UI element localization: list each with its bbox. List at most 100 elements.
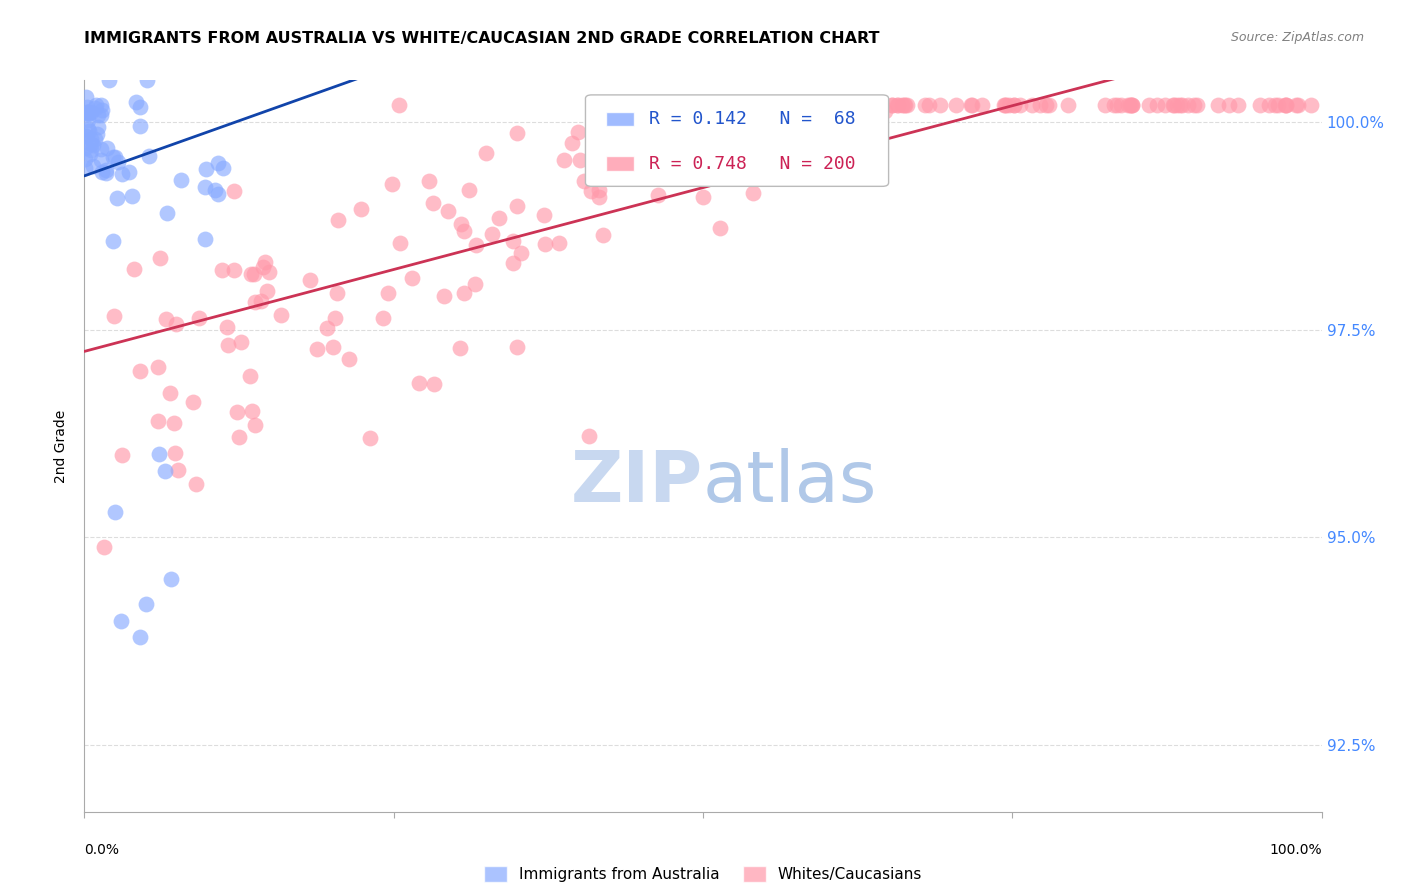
Point	[254, 254, 277, 268]
Text: atlas: atlas	[703, 448, 877, 517]
Point	[138, 149, 160, 163]
Point	[1264, 98, 1286, 112]
Point	[880, 98, 903, 112]
Point	[211, 161, 233, 175]
Point	[768, 98, 790, 112]
Point	[75, 153, 97, 167]
Point	[76, 104, 98, 119]
Text: 0.0%: 0.0%	[84, 843, 120, 857]
Point	[75, 128, 97, 143]
Text: Source: ZipAtlas.com: Source: ZipAtlas.com	[1230, 31, 1364, 45]
Point	[249, 294, 271, 309]
Point	[848, 98, 870, 112]
Point	[217, 319, 239, 334]
Point	[437, 204, 460, 219]
Point	[125, 95, 148, 109]
Point	[1107, 98, 1129, 112]
Point	[756, 130, 779, 145]
Point	[465, 238, 488, 252]
Point	[481, 227, 503, 241]
Text: IMMIGRANTS FROM AUSTRALIA VS WHITE/CAUCASIAN 2ND GRADE CORRELATION CHART: IMMIGRANTS FROM AUSTRALIA VS WHITE/CAUCA…	[84, 31, 880, 46]
Point	[90, 165, 112, 179]
Point	[1267, 98, 1289, 112]
Point	[995, 98, 1018, 112]
Point	[561, 136, 583, 150]
Point	[77, 112, 100, 127]
Point	[1286, 98, 1309, 112]
Point	[1226, 98, 1249, 112]
Point	[422, 195, 444, 210]
Point	[86, 127, 108, 141]
Point	[464, 277, 486, 292]
Point	[882, 98, 904, 112]
Point	[534, 236, 557, 251]
Point	[773, 98, 796, 112]
Point	[506, 126, 529, 140]
Point	[252, 260, 274, 275]
Point	[686, 99, 709, 113]
Point	[159, 386, 181, 401]
Point	[886, 98, 908, 112]
FancyBboxPatch shape	[606, 112, 634, 127]
Point	[77, 105, 100, 120]
Point	[103, 309, 125, 323]
Point	[377, 286, 399, 301]
Point	[101, 150, 124, 164]
Point	[259, 265, 281, 279]
Y-axis label: 2nd Grade: 2nd Grade	[55, 409, 69, 483]
Point	[1002, 98, 1025, 112]
Point	[94, 162, 117, 177]
Point	[118, 164, 141, 178]
Point	[1163, 98, 1185, 112]
Point	[853, 98, 876, 112]
Point	[835, 98, 858, 112]
Point	[381, 177, 404, 191]
Point	[107, 155, 129, 169]
Point	[533, 208, 555, 222]
Point	[813, 98, 835, 112]
Point	[644, 144, 666, 158]
Point	[239, 268, 262, 282]
Point	[408, 376, 430, 391]
Point	[156, 206, 179, 220]
Point	[970, 98, 993, 112]
Point	[647, 163, 669, 178]
Point	[588, 183, 610, 197]
Point	[90, 153, 112, 168]
Point	[167, 463, 190, 477]
Point	[401, 271, 423, 285]
Point	[832, 98, 855, 112]
Point	[82, 137, 104, 152]
Point	[998, 98, 1021, 112]
Point	[73, 141, 96, 155]
Point	[135, 597, 157, 611]
Point	[453, 286, 475, 301]
Point	[797, 98, 820, 112]
Point	[1177, 98, 1199, 112]
Point	[873, 103, 896, 118]
Point	[737, 141, 759, 155]
Point	[578, 428, 600, 442]
Point	[350, 202, 373, 216]
Point	[502, 256, 524, 270]
Point	[93, 540, 115, 554]
Point	[73, 161, 96, 175]
Point	[659, 98, 682, 112]
Point	[90, 97, 112, 112]
Point	[993, 98, 1015, 112]
Point	[97, 73, 120, 87]
Point	[76, 107, 98, 121]
Point	[548, 235, 571, 250]
Point	[388, 98, 411, 112]
Point	[553, 153, 575, 167]
Point	[1285, 98, 1308, 112]
Point	[84, 98, 107, 112]
Point	[817, 98, 839, 112]
Point	[592, 228, 614, 243]
Point	[588, 122, 610, 136]
Point	[1275, 98, 1298, 112]
Point	[815, 98, 838, 112]
Point	[704, 161, 727, 175]
Point	[929, 98, 952, 112]
Point	[820, 125, 842, 139]
